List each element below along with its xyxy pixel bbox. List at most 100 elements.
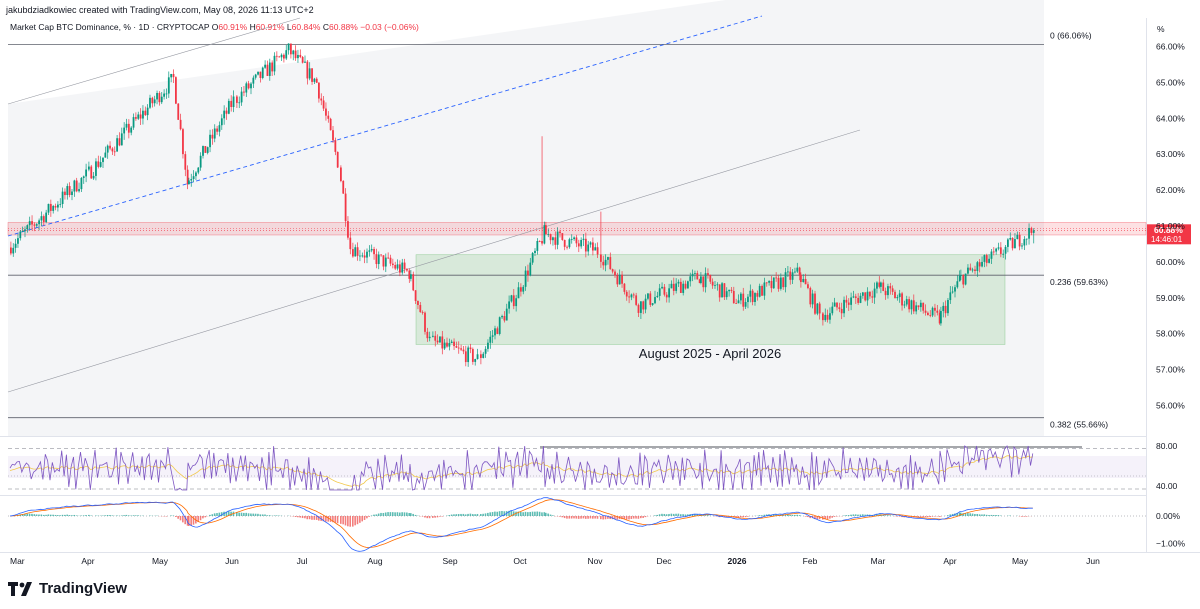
candle (929, 310, 932, 318)
candle-body (995, 248, 998, 252)
candle-body (876, 282, 878, 289)
macd-hist-bar (306, 516, 309, 520)
candle-body (949, 292, 952, 301)
candle (696, 270, 699, 280)
candle-body (259, 71, 262, 78)
candle (864, 292, 867, 302)
candle (254, 73, 257, 80)
candle-body (630, 294, 633, 298)
macd-hist-bar (988, 515, 990, 516)
candle-body (361, 255, 364, 257)
candle-body (515, 298, 518, 307)
candle (275, 51, 278, 62)
candle (896, 294, 899, 301)
macd-hist-bar (983, 514, 986, 516)
candle (52, 204, 55, 214)
macd-hist-bar (109, 515, 111, 516)
candle (635, 292, 638, 307)
candle-body (725, 291, 728, 298)
low-value: 60.84% (291, 22, 321, 32)
candle-body (740, 293, 742, 301)
candle (247, 80, 250, 90)
candle (285, 44, 288, 61)
candle-body (308, 68, 311, 79)
tradingview-logo[interactable]: TradingView (8, 580, 127, 597)
candle (460, 344, 462, 352)
candle-body (981, 261, 983, 267)
macd-hist-bar (826, 516, 829, 520)
candle (82, 175, 85, 184)
candle (718, 284, 721, 302)
candle-body (768, 280, 770, 283)
candle (917, 305, 920, 310)
candle-body (301, 56, 304, 63)
macd-hist-bar (527, 512, 529, 516)
candle (225, 107, 228, 120)
candle-body (434, 335, 437, 341)
time-tick-label: Dec (656, 556, 672, 566)
macd-hist-bar (559, 516, 561, 517)
candle (910, 299, 913, 315)
candle (315, 77, 318, 84)
price-tick-label: 57.00% (1156, 365, 1185, 375)
candle (97, 155, 100, 169)
macd-hist-bar (536, 511, 539, 516)
candle-body (460, 348, 462, 350)
macd-hist-bar (480, 513, 482, 516)
candle-body (575, 237, 578, 244)
candle-body (988, 258, 990, 263)
candle-body (363, 255, 366, 258)
candle (24, 226, 26, 238)
candle (373, 246, 375, 260)
candle (644, 294, 647, 314)
candle (1018, 231, 1021, 251)
candle (802, 274, 805, 283)
candle (836, 302, 838, 311)
candle (80, 177, 83, 193)
candle-body (777, 277, 780, 289)
candle (549, 233, 552, 245)
candle (552, 236, 554, 246)
macd-hist-bar (88, 514, 90, 516)
candle-body (332, 130, 334, 141)
macd-hist-bar (707, 515, 709, 516)
candle (443, 339, 446, 351)
macd-hist-bar (199, 516, 202, 521)
candle-body (704, 273, 707, 288)
candle (238, 96, 241, 109)
candle (106, 144, 109, 159)
macd-hist-bar (352, 516, 354, 527)
candle (527, 264, 529, 282)
candle (969, 263, 972, 271)
macd-hist-bar (82, 515, 85, 516)
candle (195, 171, 197, 181)
candle (19, 229, 22, 241)
candle (951, 286, 954, 294)
candle (123, 122, 126, 140)
candle-body (116, 138, 118, 152)
macd-hist-bar (687, 514, 689, 516)
candle-body (694, 273, 696, 274)
symbol-title[interactable]: Market Cap BTC Dominance, % · 1D · CRYPT… (10, 22, 210, 32)
candle-body (889, 286, 892, 289)
candle-body (962, 275, 965, 285)
candle (804, 273, 807, 285)
candle (28, 216, 31, 230)
candle (151, 96, 154, 108)
candle (682, 280, 685, 296)
candle (462, 345, 465, 355)
candle-body (184, 154, 187, 170)
macd-tick-label: 0.00% (1156, 511, 1181, 521)
candle-body (677, 281, 680, 284)
macd-hist-bar (211, 514, 214, 516)
close-label: C (322, 22, 330, 32)
candle-body (570, 239, 573, 240)
candle-body (640, 301, 642, 313)
candle (625, 290, 628, 301)
macd-hist-bar (356, 516, 359, 525)
candle (448, 338, 451, 351)
candle-body (232, 96, 235, 108)
candle-body (621, 274, 623, 284)
macd-hist-bar (54, 514, 57, 516)
